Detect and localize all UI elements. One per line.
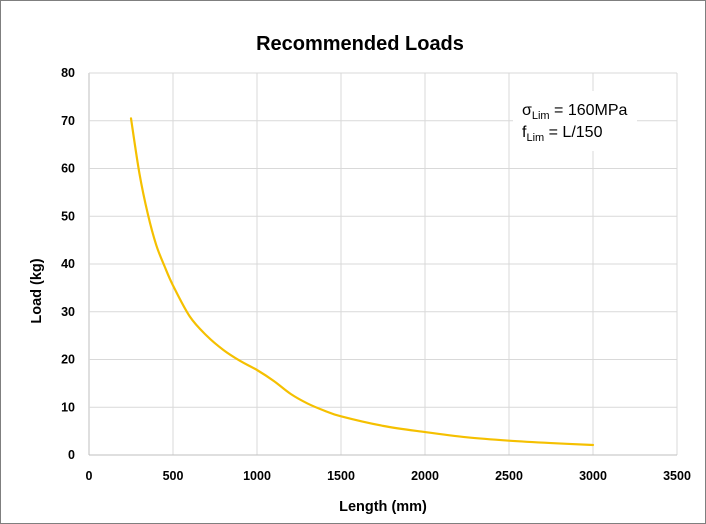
- y-tick-label: 80: [61, 66, 75, 80]
- x-tick-label: 1500: [327, 469, 355, 483]
- x-tick-label: 0: [86, 469, 93, 483]
- y-tick-labels: 0 10 20 30 40 50 60 70 80: [61, 66, 75, 462]
- y-tick-label: 50: [61, 209, 75, 223]
- x-tick-label: 2000: [411, 469, 439, 483]
- x-axis-label: Length (mm): [339, 499, 427, 515]
- y-tick-label: 20: [61, 353, 75, 367]
- chart-title: Recommended Loads: [256, 33, 464, 55]
- series-line: [129, 117, 595, 447]
- y-axis-label: Load (kg): [29, 258, 45, 323]
- x-tick-label: 500: [163, 469, 184, 483]
- annotation-deflection-limit: fLim = L/150: [522, 124, 603, 144]
- x-tick-labels: 0 500 1000 1500 2000 2500 3000 3500: [86, 469, 691, 483]
- annotation-box: σLim = 160MPa fLim = L/150: [513, 91, 637, 151]
- series-layer: [129, 117, 595, 447]
- y-tick-label: 60: [61, 162, 75, 176]
- y-tick-label: 40: [61, 257, 75, 271]
- y-tick-label: 0: [68, 448, 75, 462]
- annotation-sigma-limit: σLim = 160MPa: [522, 102, 628, 122]
- x-tick-label: 3000: [579, 469, 607, 483]
- x-tick-label: 3500: [663, 469, 691, 483]
- x-tick-label: 2500: [495, 469, 523, 483]
- y-tick-label: 70: [61, 114, 75, 128]
- y-tick-label: 30: [61, 305, 75, 319]
- x-tick-label: 1000: [243, 469, 271, 483]
- y-tick-label: 10: [61, 400, 75, 414]
